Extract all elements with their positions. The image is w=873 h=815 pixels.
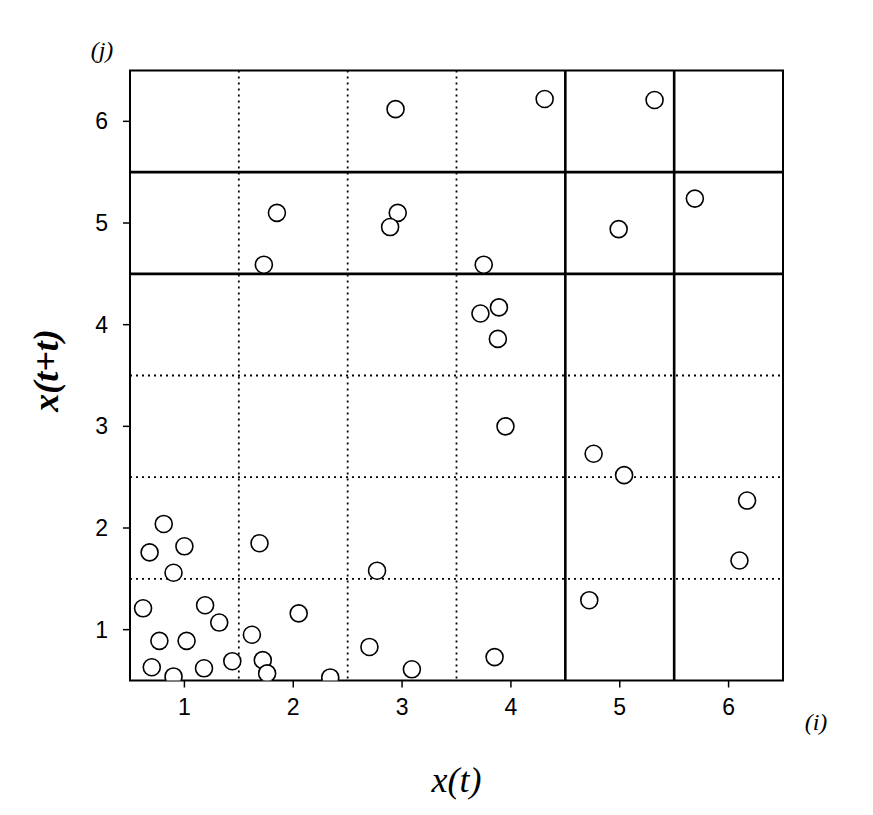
annotation: (i) <box>805 709 828 735</box>
plot-frame <box>130 71 783 681</box>
chart: 1 2 3 4 5 6 1 2 3 4 5 6 x(t) x(t+t) (j) (i) <box>0 0 873 815</box>
point <box>486 649 503 666</box>
point <box>731 552 748 569</box>
tick <box>123 324 130 326</box>
point <box>490 299 507 316</box>
point <box>581 592 598 609</box>
tick <box>401 681 403 688</box>
point <box>369 562 386 579</box>
point <box>290 605 307 622</box>
tick <box>293 681 295 688</box>
tick <box>123 629 130 631</box>
point <box>686 190 703 207</box>
point <box>211 614 228 631</box>
point <box>472 305 489 322</box>
tick-label: 2 <box>95 515 108 541</box>
points <box>135 90 756 680</box>
point <box>322 669 339 681</box>
tick-label: 6 <box>722 694 735 720</box>
grid-line <box>130 273 783 276</box>
tick-label: 5 <box>613 694 626 720</box>
point <box>224 653 241 670</box>
grid-line <box>130 375 783 377</box>
tick-label: 1 <box>178 694 191 720</box>
point <box>196 660 213 677</box>
tick-label: 4 <box>505 694 518 720</box>
point <box>361 638 378 655</box>
grid-line <box>130 476 783 478</box>
axis-label: x(t+t) <box>26 329 66 413</box>
tick-label: 6 <box>95 108 108 134</box>
tick <box>184 681 186 688</box>
tick-label: 5 <box>95 210 108 236</box>
tick <box>123 222 130 224</box>
axis-label: x(t) <box>431 760 482 800</box>
point <box>197 597 214 614</box>
point <box>387 101 404 118</box>
point <box>497 418 514 435</box>
grid-line <box>130 578 783 580</box>
point <box>151 632 168 649</box>
tick-label: 3 <box>396 694 409 720</box>
point <box>135 600 152 617</box>
point <box>382 219 399 236</box>
point <box>403 661 420 678</box>
tick-label: 1 <box>95 617 108 643</box>
point <box>176 538 193 555</box>
point <box>251 535 268 552</box>
grid-line <box>673 71 676 681</box>
point <box>259 665 276 681</box>
point <box>255 256 272 273</box>
tick-label: 4 <box>95 312 108 338</box>
point <box>155 515 172 532</box>
point <box>178 632 195 649</box>
tick-label: 2 <box>287 694 300 720</box>
point <box>268 204 285 221</box>
point <box>536 90 553 107</box>
point <box>585 445 602 462</box>
tick <box>619 681 621 688</box>
tick <box>123 527 130 529</box>
point <box>165 668 182 681</box>
point <box>646 91 663 108</box>
tick <box>123 121 130 123</box>
tick <box>510 681 512 688</box>
point <box>165 564 182 581</box>
annotation: (j) <box>91 37 114 63</box>
point <box>610 221 627 238</box>
grid-line <box>564 71 567 681</box>
tick <box>728 681 730 688</box>
point <box>243 626 260 643</box>
tick <box>123 426 130 428</box>
grid-line <box>130 171 783 174</box>
point <box>141 544 158 561</box>
point <box>475 256 492 273</box>
point <box>489 330 506 347</box>
point <box>739 492 756 509</box>
point <box>616 467 633 484</box>
tick-label: 3 <box>95 413 108 439</box>
point <box>143 659 160 676</box>
